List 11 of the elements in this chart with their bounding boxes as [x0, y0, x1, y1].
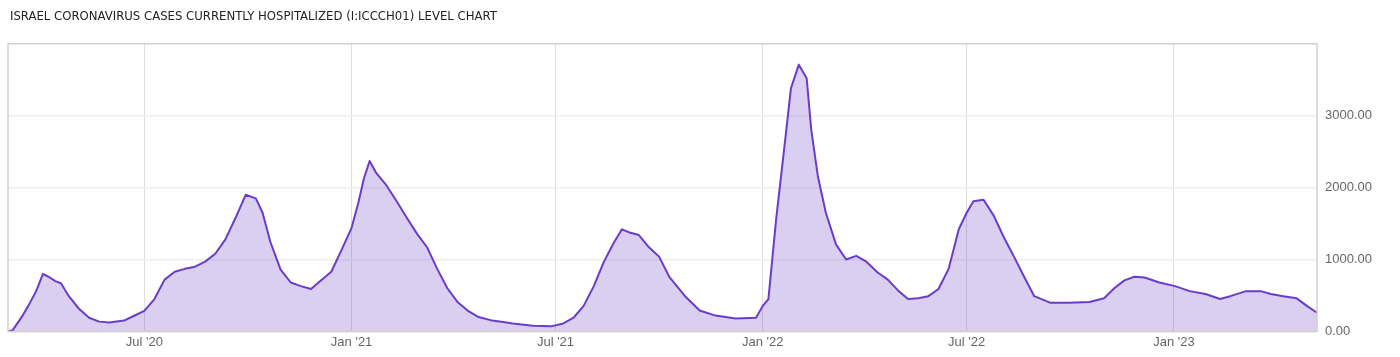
- y-tick-label: 3000.00: [1325, 107, 1373, 123]
- x-tick-label: Jan '23: [1153, 333, 1195, 349]
- y-tick-label: 2000.00: [1325, 179, 1373, 195]
- x-tick-label: Jan '22: [742, 333, 784, 349]
- y-tick-label: 1000.00: [1325, 251, 1373, 267]
- y-tick-label: 0.00: [1325, 322, 1351, 338]
- x-tick-label: Jul '22: [948, 333, 986, 349]
- x-tick-label: Jul '20: [125, 333, 163, 349]
- x-tick-label: Jan '21: [330, 333, 373, 349]
- chart-title: ISRAEL CORONAVIRUS CASES CURRENTLY HOSPITALIZED (I:ICCCH01) LEVEL CHART: [10, 8, 497, 23]
- x-tick-label: Jul '21: [536, 333, 575, 349]
